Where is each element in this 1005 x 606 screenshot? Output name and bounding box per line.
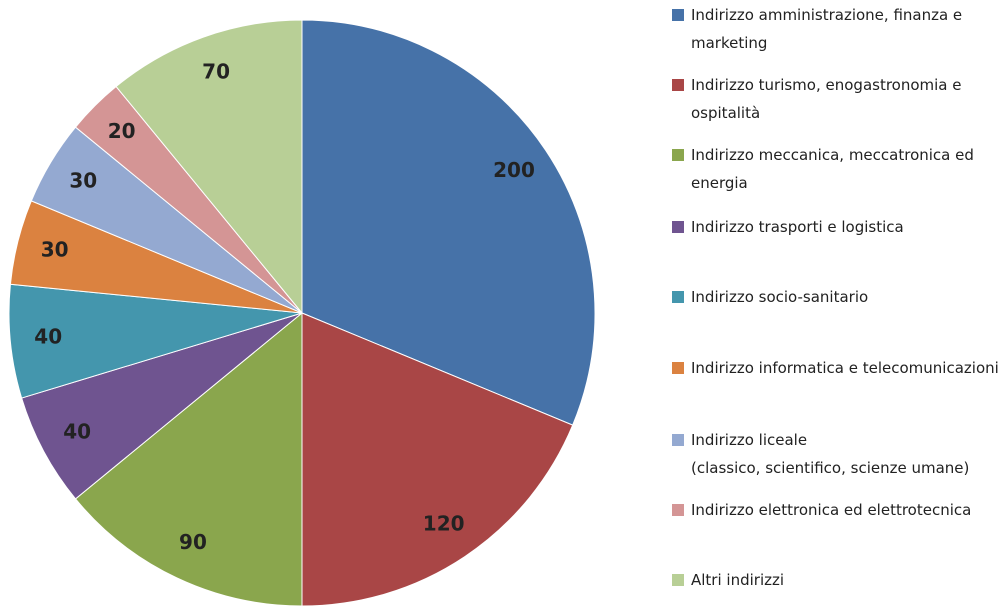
legend-swatch — [672, 291, 684, 303]
data-label: 30 — [41, 238, 69, 262]
legend-label: Indirizzo turismo, enogastronomia e ospi… — [691, 76, 962, 122]
pie: 200 120 90 40 40 30 30 20 70 — [8, 19, 596, 606]
legend-label: Indirizzo liceale (classico, scientifico… — [691, 431, 970, 477]
slice — [301, 19, 596, 426]
data-label: 40 — [34, 324, 62, 348]
legend-swatch — [672, 221, 684, 233]
legend-swatch — [672, 362, 684, 374]
data-label: 90 — [179, 530, 207, 554]
legend-label: Altri indirizzi — [691, 571, 785, 589]
data-label: 200 — [493, 158, 535, 182]
data-label: 70 — [202, 59, 230, 83]
legend-swatch — [672, 79, 684, 91]
legend-swatch — [672, 149, 684, 161]
legend-swatch — [672, 504, 684, 516]
legend-swatch — [672, 574, 684, 586]
data-label: 30 — [69, 168, 97, 192]
data-label: 40 — [63, 420, 91, 444]
slice — [8, 283, 303, 399]
data-label: 120 — [423, 512, 465, 536]
data-label: 20 — [108, 119, 136, 143]
slice — [301, 312, 574, 606]
legend-label: Indirizzo trasporti e logistica — [691, 218, 904, 236]
slice — [74, 311, 303, 606]
legend-swatch — [672, 434, 684, 446]
legend-label: Indirizzo meccanica, meccatronica ed ene… — [691, 146, 974, 192]
legend-label: Indirizzo socio-sanitario — [691, 288, 869, 306]
legend-label: Indirizzo elettronica ed elettrotecnica — [691, 501, 972, 519]
legend-label: Indirizzo amministrazione, finanza e mar… — [691, 6, 963, 52]
slice — [115, 19, 303, 315]
legend-swatch — [672, 9, 684, 21]
legend-label: Indirizzo informatica e telecomunicazion… — [691, 359, 999, 377]
slice — [20, 312, 303, 500]
